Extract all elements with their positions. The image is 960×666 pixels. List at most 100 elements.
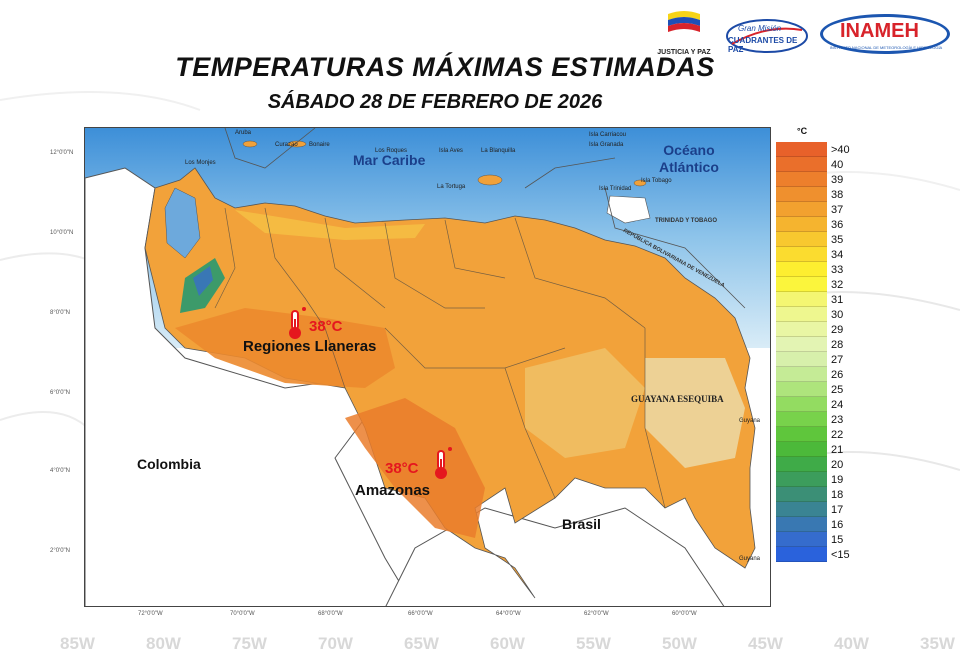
background-lon-label: 45W <box>748 634 783 653</box>
legend-row: 36 <box>776 217 856 232</box>
legend-label: 32 <box>831 278 844 291</box>
legend-label: 16 <box>831 518 844 531</box>
lat-label-2n: 2°0'0"N <box>50 548 71 554</box>
legend-label: 40 <box>831 158 844 171</box>
label-oceano-line1: Océano <box>663 142 715 158</box>
legend-row: <15 <box>776 547 856 562</box>
label-curazao: Curazao <box>275 142 298 148</box>
legend-label: 19 <box>831 473 844 486</box>
legend-row: 18 <box>776 487 856 502</box>
label-isla-carriacou: Isla Carriacou <box>589 132 627 138</box>
legend-row: 40 <box>776 157 856 172</box>
legend-swatch <box>776 427 827 442</box>
label-brasil: Brasil <box>562 516 601 532</box>
inameh-oval <box>820 14 950 54</box>
legend-swatch <box>776 337 827 352</box>
legend-label: 26 <box>831 368 844 381</box>
legend-label: 29 <box>831 323 844 336</box>
thermometer-icon-llanos <box>289 307 306 339</box>
legend-swatch <box>776 517 827 532</box>
lon-label-66w: 66°0'0"W <box>408 611 433 617</box>
lon-label-68w: 68°0'0"W <box>318 611 343 617</box>
lon-label-62w: 62°0'0"W <box>584 611 609 617</box>
label-guayana-esequiba: GUAYANA ESEQUIBA <box>631 394 724 404</box>
legend-row: 33 <box>776 262 856 277</box>
legend-swatch <box>776 202 827 217</box>
legend-row: 30 <box>776 307 856 322</box>
lat-label-10n: 10°0'0"N <box>50 230 74 236</box>
legend-swatch <box>776 487 827 502</box>
thermometer-icon-amazonas <box>435 447 452 479</box>
legend-label: 33 <box>831 263 844 276</box>
legend-swatch <box>776 262 827 277</box>
legend-label: 37 <box>831 203 844 216</box>
legend-row: 25 <box>776 382 856 397</box>
label-isla-trinidad: Isla Trinidad <box>599 186 632 192</box>
background-lon-label: 55W <box>576 634 611 653</box>
legend-swatch <box>776 457 827 472</box>
legend-row: 20 <box>776 457 856 472</box>
legend-swatch <box>776 187 827 202</box>
legend-row: 37 <box>776 202 856 217</box>
justicia-paz-caption: JUSTICIA Y PAZ <box>657 49 711 56</box>
inameh-logo: INAMEH INSTITUTO NACIONAL DE METEOROLOGÍ… <box>820 12 952 56</box>
lat-label-8n: 8°0'0"N <box>50 310 71 316</box>
label-amazonas: Amazonas <box>355 482 431 499</box>
legend-row: 39 <box>776 172 856 187</box>
legend-row: 27 <box>776 352 856 367</box>
temp-llanos: 38°C <box>309 318 343 335</box>
legend-swatch <box>776 397 827 412</box>
legend-label: 28 <box>831 338 844 351</box>
label-isla-tobago: Isla Tobago <box>641 178 672 184</box>
legend-label: 20 <box>831 458 844 471</box>
background-lon-label: 50W <box>662 634 697 653</box>
legend-label: >40 <box>831 143 850 156</box>
background-lon-label: 70W <box>318 634 353 653</box>
legend-swatch <box>776 502 827 517</box>
label-aruba: Aruba <box>235 130 252 136</box>
legend-row: 19 <box>776 472 856 487</box>
legend-swatch <box>776 142 827 157</box>
legend-label: <15 <box>831 548 850 561</box>
legend-swatch <box>776 532 827 547</box>
legend-label: 38 <box>831 188 844 201</box>
temperature-map: Mar Caribe Océano Atlántico Colombia Bra… <box>84 127 771 607</box>
legend-row: 28 <box>776 337 856 352</box>
legend-label: 36 <box>831 218 844 231</box>
lat-label-4n: 4°0'0"N <box>50 468 71 474</box>
label-oceano-line2: Atlántico <box>659 159 719 175</box>
legend-label: 23 <box>831 413 844 426</box>
legend-label: 30 <box>831 308 844 321</box>
legend-swatch <box>776 157 827 172</box>
legend-swatch <box>776 412 827 427</box>
legend-swatch <box>776 277 827 292</box>
legend-label: 21 <box>831 443 844 456</box>
legend-row: >40 <box>776 142 856 157</box>
legend-swatch <box>776 367 827 382</box>
legend-swatch <box>776 472 827 487</box>
label-colombia: Colombia <box>137 456 201 472</box>
justicia-paz-logo: JUSTICIA Y PAZ <box>654 10 714 56</box>
legend-row: 22 <box>776 427 856 442</box>
legend-row: 21 <box>776 442 856 457</box>
cuadrantes-paz-logo: Gran Misión CUADRANTES DE PAZ <box>724 16 810 56</box>
legend-swatch <box>776 322 827 337</box>
page-subtitle: SÁBADO 28 DE FEBRERO DE 2026 <box>267 91 603 113</box>
inameh-subtext: INSTITUTO NACIONAL DE METEOROLOGÍA E HID… <box>829 45 943 50</box>
label-trinidad-tobago: TRINIDAD Y TOBAGO <box>655 218 718 224</box>
background-lon-label: 65W <box>404 634 439 653</box>
background-lon-label: 75W <box>232 634 267 653</box>
legend-swatch <box>776 247 827 262</box>
legend-row: 35 <box>776 232 856 247</box>
background-lon-label: 40W <box>834 634 869 653</box>
label-isla-granada: Isla Granada <box>589 142 624 148</box>
map-graphic <box>85 128 770 606</box>
legend-label: 31 <box>831 293 844 306</box>
lon-label-70w: 70°0'0"W <box>230 611 255 617</box>
label-mar-caribe: Mar Caribe <box>353 152 426 168</box>
background-lon-label: 35W <box>920 634 955 653</box>
legend-swatch <box>776 307 827 322</box>
temp-amazonas: 38°C <box>385 460 419 477</box>
legend-label: 34 <box>831 248 844 261</box>
label-los-roques: Los Roques <box>375 148 408 154</box>
